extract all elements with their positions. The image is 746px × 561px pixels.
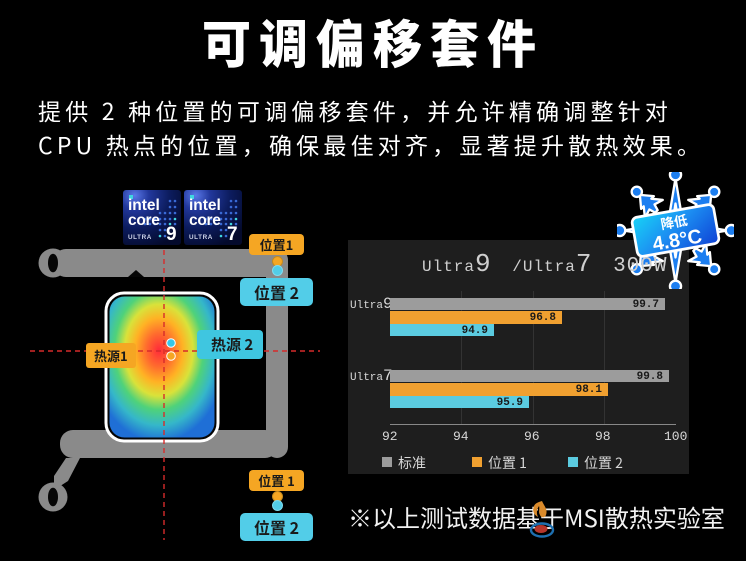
svg-text:core: core: [128, 212, 160, 229]
svg-text:core: core: [189, 212, 221, 229]
